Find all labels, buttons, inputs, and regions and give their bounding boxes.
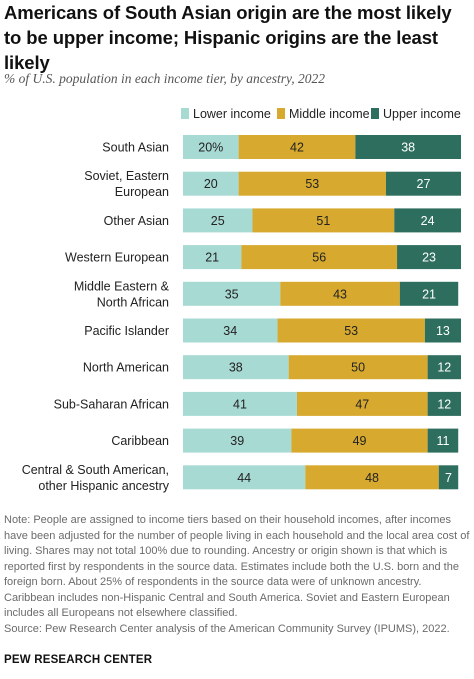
data-label-upper: 7 xyxy=(445,471,452,485)
bar-segment-upper xyxy=(394,208,461,233)
data-label-upper: 23 xyxy=(422,251,436,265)
bar-segment-middle xyxy=(296,391,428,416)
category-label: Caribbean xyxy=(111,434,169,448)
category-label: South Asian xyxy=(102,141,169,155)
data-label-lower: 25 xyxy=(211,214,225,228)
data-label-middle: 50 xyxy=(351,361,365,375)
data-label-lower: 34 xyxy=(223,324,237,338)
bar-segment-middle xyxy=(305,465,439,490)
bar-segment-lower xyxy=(183,135,239,159)
bar-segment-upper xyxy=(385,171,461,196)
bar-segment-lower xyxy=(183,355,289,380)
category-label: Middle Eastern & North African xyxy=(74,279,170,309)
legend: Lower income Middle income Upper income xyxy=(181,107,461,121)
category-label: Pacific Islander xyxy=(84,324,169,338)
data-label-upper: 12 xyxy=(437,361,451,375)
data-label-upper: 11 xyxy=(436,434,449,448)
legend-swatch-lower xyxy=(181,108,189,119)
bar-segment-lower xyxy=(183,245,242,270)
data-label-upper: 24 xyxy=(421,214,435,228)
data-label-upper: 13 xyxy=(436,324,450,338)
category-label: Western European xyxy=(65,251,169,265)
data-label-upper: 38 xyxy=(401,141,415,155)
bar-segment-middle xyxy=(238,135,356,159)
bar-segment-lower xyxy=(183,465,306,490)
chart-notes: Note: People are assigned to income tier… xyxy=(4,513,470,637)
data-label-lower: 20% xyxy=(198,141,223,155)
bar-segment-middle xyxy=(238,171,386,196)
data-label-middle: 53 xyxy=(305,177,319,191)
bar-row: Middle Eastern & North African 35 43 21 xyxy=(74,279,459,309)
chart-subtitle: % of U.S. population in each income tier… xyxy=(4,71,325,86)
bar-segment-lower xyxy=(183,208,253,233)
bar-segment-upper xyxy=(424,318,461,343)
bar-segment-upper xyxy=(399,281,459,306)
data-label-lower: 38 xyxy=(229,361,243,375)
chart-title: Americans of South Asian origin are the … xyxy=(4,2,452,73)
category-label: Sub-Saharan African xyxy=(54,397,169,411)
data-label-middle: 49 xyxy=(353,434,367,448)
data-label-lower: 44 xyxy=(237,471,251,485)
bar-row: Caribbean 39 49 11 xyxy=(111,428,459,453)
category-label: Soviet, Eastern European xyxy=(84,169,169,199)
data-label-middle: 56 xyxy=(312,251,326,265)
bar-row: Soviet, Eastern European 20 53 27 xyxy=(84,169,461,199)
brand-logo-text: PEW RESEARCH CENTER xyxy=(4,654,153,666)
category-label: Other Asian xyxy=(104,214,169,228)
bar-segment-middle xyxy=(241,245,398,270)
data-label-upper: 12 xyxy=(437,397,451,411)
data-label-lower: 21 xyxy=(205,251,219,265)
legend-swatch-upper xyxy=(371,108,379,119)
bar-row: Other Asian 25 51 24 xyxy=(104,208,461,233)
data-label-middle: 47 xyxy=(355,397,369,411)
data-label-lower: 41 xyxy=(233,397,247,411)
bar-segment-lower xyxy=(183,171,239,196)
bar-segment-lower xyxy=(183,428,292,453)
bar-row: Western European 21 56 23 xyxy=(65,245,461,270)
bar-segment-upper xyxy=(427,428,459,453)
chart-rows: South Asian 20% 42 38 Soviet, Eastern Europea… xyxy=(22,135,461,493)
bar-row: North American 38 50 12 xyxy=(83,355,461,380)
legend-swatch-middle xyxy=(277,108,285,119)
bar-segment-middle xyxy=(280,281,400,306)
legend-label-middle: Middle income xyxy=(289,107,370,121)
bar-row: South Asian 20% 42 38 xyxy=(102,135,461,159)
data-label-middle: 42 xyxy=(290,141,304,155)
data-label-lower: 35 xyxy=(225,287,239,301)
bar-segment-upper xyxy=(438,465,459,490)
bar-segment-upper xyxy=(427,355,461,380)
bar-segment-middle xyxy=(291,428,428,453)
data-label-upper: 21 xyxy=(422,287,436,301)
bar-segment-lower xyxy=(183,391,297,416)
bar-segment-middle xyxy=(252,208,395,233)
bar-row: Central & South American, other Hispanic … xyxy=(22,463,459,493)
data-label-lower: 20 xyxy=(204,177,218,191)
bar-segment-lower xyxy=(183,281,281,306)
legend-label-upper: Upper income xyxy=(383,107,461,121)
data-label-middle: 43 xyxy=(333,287,347,301)
bar-segment-upper xyxy=(355,135,461,159)
data-label-middle: 48 xyxy=(365,471,379,485)
bar-segment-middle xyxy=(277,318,425,343)
stacked-bar-chart: Lower income Middle income Upper income So… xyxy=(22,107,461,493)
bar-row: Sub-Saharan African 41 47 12 xyxy=(54,391,461,416)
note-text: Note: People are assigned to income tier… xyxy=(4,514,470,619)
legend-label-lower: Lower income xyxy=(193,107,271,121)
data-label-lower: 39 xyxy=(230,434,244,448)
bar-segment-lower xyxy=(183,318,278,343)
bar-row: Pacific Islander 34 53 13 xyxy=(84,318,461,343)
bar-segment-upper xyxy=(397,245,461,270)
data-label-middle: 53 xyxy=(344,324,358,338)
category-label: Central & South American, other Hispanic … xyxy=(22,463,170,493)
bar-segment-upper xyxy=(427,391,461,416)
category-label: North American xyxy=(83,361,169,375)
bar-segment-middle xyxy=(288,355,428,380)
source-text: Source: Pew Research Center analysis of … xyxy=(4,622,450,635)
data-label-middle: 51 xyxy=(316,214,330,228)
data-label-upper: 27 xyxy=(417,177,431,191)
